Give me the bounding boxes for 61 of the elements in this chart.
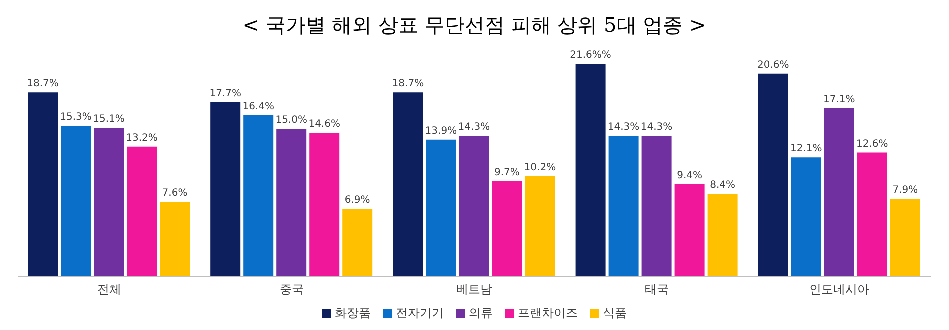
bar bbox=[608, 136, 639, 277]
data-label: 13.2% bbox=[126, 132, 158, 144]
data-label: 17.7% bbox=[210, 88, 242, 100]
data-label: 6.9% bbox=[344, 194, 370, 206]
data-label: 21.6%% bbox=[570, 50, 612, 61]
data-label: 14.3% bbox=[608, 122, 640, 133]
data-label: 12.1% bbox=[790, 144, 822, 155]
data-label: 15.0% bbox=[276, 115, 308, 126]
legend-label: 식품 bbox=[602, 305, 627, 322]
data-label: 14.3% bbox=[640, 122, 673, 133]
bar bbox=[276, 129, 307, 277]
legend-label: 프랜차이즈 bbox=[517, 305, 578, 322]
x-tick-label: 태국 bbox=[645, 282, 670, 297]
data-label: 15.3% bbox=[60, 112, 92, 124]
bar bbox=[492, 181, 522, 277]
bar bbox=[94, 128, 124, 277]
bar bbox=[576, 64, 606, 277]
bar bbox=[61, 126, 91, 277]
bar bbox=[426, 140, 456, 277]
bar bbox=[890, 199, 920, 277]
data-label: 9.4% bbox=[677, 170, 703, 182]
bar bbox=[310, 133, 340, 277]
data-label: 17.1% bbox=[824, 94, 856, 106]
data-label: 18.7% bbox=[27, 78, 59, 90]
data-label: 12.6% bbox=[856, 138, 888, 150]
data-label: 7.9% bbox=[892, 185, 918, 196]
data-label: 16.4% bbox=[242, 101, 274, 112]
data-label: 9.7% bbox=[494, 167, 520, 178]
bar bbox=[857, 152, 888, 277]
bar bbox=[28, 92, 58, 277]
legend-label: 화장품 bbox=[334, 305, 371, 322]
x-tick-label: 베트남 bbox=[456, 282, 492, 297]
bar bbox=[342, 208, 373, 277]
bar bbox=[160, 202, 190, 277]
legend-label: 전자기기 bbox=[395, 305, 444, 322]
bar bbox=[824, 108, 854, 277]
bar bbox=[210, 102, 241, 277]
x-tick-label: 인도네시아 bbox=[810, 282, 870, 297]
bar bbox=[642, 136, 672, 277]
bar bbox=[525, 176, 556, 277]
data-label: 14.3% bbox=[458, 122, 490, 133]
bar bbox=[127, 146, 157, 277]
x-tick-label: 전체 bbox=[97, 282, 122, 297]
data-label: 14.6% bbox=[308, 119, 340, 130]
bar bbox=[708, 194, 738, 277]
bar bbox=[758, 74, 788, 277]
bar bbox=[459, 136, 490, 277]
data-label: 18.7% bbox=[392, 78, 424, 90]
x-tick-label: 중국 bbox=[280, 282, 304, 297]
legend-label: 의류 bbox=[468, 305, 493, 322]
data-label: 13.9% bbox=[425, 126, 458, 137]
data-label: 20.6% bbox=[758, 60, 790, 71]
data-label: 7.6% bbox=[162, 188, 188, 200]
bar bbox=[393, 92, 424, 277]
chart-title: < 국가별 해외 상표 무단선점 피해 상위 5대 업종 > bbox=[242, 12, 708, 39]
data-label: 10.2% bbox=[524, 162, 556, 174]
data-label: 8.4% bbox=[710, 180, 736, 192]
data-label: 15.1% bbox=[93, 114, 125, 126]
bar bbox=[791, 158, 822, 277]
bar bbox=[244, 115, 274, 277]
bar bbox=[674, 184, 705, 277]
